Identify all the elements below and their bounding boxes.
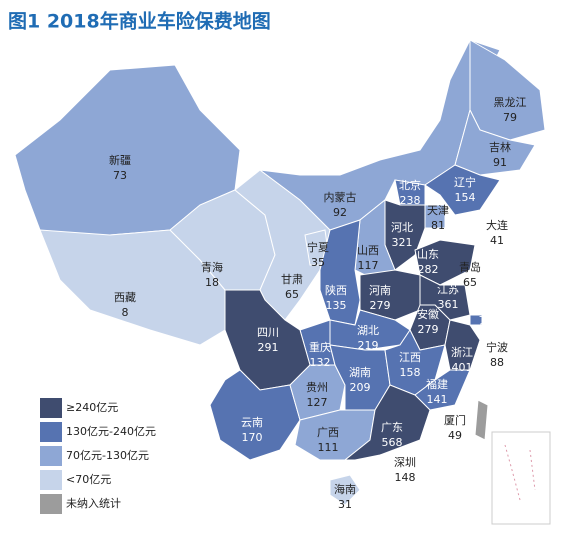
province (469, 39, 546, 141)
province-name: 山东 (417, 248, 439, 261)
inset-lines (504, 444, 536, 501)
province-value: 321 (392, 236, 413, 249)
province-name: 浙江 (451, 346, 473, 359)
province-value: 210 (480, 321, 501, 334)
province-value: 170 (242, 431, 263, 444)
province-value: 291 (258, 341, 279, 354)
legend-swatch (40, 422, 62, 442)
province-value: 361 (438, 298, 459, 311)
province-name: 辽宁 (454, 175, 476, 189)
province-value: 73 (113, 169, 127, 182)
province-value: 282 (418, 263, 439, 276)
province-value: 209 (350, 381, 371, 394)
city-value: 148 (395, 471, 416, 484)
legend-label: ≥240亿元 (66, 401, 118, 414)
city-name: 大连 (486, 218, 508, 232)
province-value: 141 (427, 393, 448, 406)
city-value: 41 (490, 234, 504, 247)
province (469, 314, 483, 326)
legend-label: 未纳入统计 (66, 497, 121, 510)
province-name: 陕西 (325, 283, 347, 297)
province-name: 安徽 (417, 307, 439, 321)
province-value: 154 (455, 191, 476, 204)
city-value: 65 (463, 276, 477, 289)
province-value: 158 (400, 366, 421, 379)
province-name: 湖南 (349, 366, 371, 379)
province-value: 18 (205, 276, 219, 289)
province-name: 河北 (391, 221, 413, 234)
province (424, 164, 501, 216)
province-value: 35 (311, 256, 325, 269)
province-name: 广西 (317, 426, 339, 439)
province-name: 青海 (201, 260, 223, 274)
legend-swatch (40, 494, 62, 514)
province-value: 117 (358, 259, 379, 272)
province-name: 江苏 (437, 283, 459, 296)
province-name: 新疆 (109, 153, 131, 167)
province-value: 401 (452, 361, 473, 374)
province-name: 甘肃 (281, 273, 303, 286)
city-value: 88 (490, 356, 504, 369)
province-name: 福建 (426, 377, 448, 391)
province-name: 黑龙江 (494, 96, 527, 109)
province-name: 重庆 (309, 340, 331, 354)
province-value: 279 (370, 299, 391, 312)
province-value: 127 (307, 396, 328, 409)
province-name: 吉林 (489, 140, 511, 154)
province-name: 西藏 (114, 291, 136, 304)
figure-title: 图1 2018年商业车险保费地图 (8, 10, 271, 33)
province-value: 132 (310, 356, 331, 369)
province-value: 31 (338, 498, 352, 511)
province-value: 8 (122, 306, 129, 319)
province (343, 384, 431, 461)
province-value: 92 (333, 206, 347, 219)
province-name: 内蒙古 (324, 190, 357, 204)
south-sea-inset (491, 431, 551, 525)
province-name: 河南 (369, 284, 391, 297)
city-value: 49 (448, 429, 462, 442)
province-name: 天津 (427, 204, 449, 217)
legend-swatch (40, 446, 62, 466)
legend-label: 70亿元-130亿元 (66, 449, 149, 462)
province-value: 219 (358, 339, 379, 352)
province-name: 贵州 (306, 381, 328, 394)
map: 新疆 73 西藏 8 青海 18 甘肃 65 内蒙古 92 黑龙江 79 吉林 91 辽宁 154 北京 238 天… (14, 39, 546, 511)
province-name: 江西 (399, 351, 421, 364)
province-name: 山西 (357, 244, 379, 257)
province-name: 湖北 (357, 324, 379, 337)
province-value: 81 (431, 219, 445, 232)
province-name: 北京 (399, 178, 421, 192)
province-name: 海南 (334, 482, 356, 496)
legend-swatch (40, 398, 62, 418)
taiwan (474, 399, 489, 441)
province (209, 369, 301, 461)
city-name: 宁波 (486, 340, 508, 354)
province-value: 65 (285, 288, 299, 301)
city-name: 厦门 (444, 413, 466, 427)
legend-label: 130亿元-240亿元 (66, 425, 156, 438)
province-value: 91 (493, 156, 507, 169)
legend-swatch (40, 470, 62, 490)
city-name: 深圳 (394, 456, 416, 469)
province-name: 广东 (381, 421, 403, 434)
province-name: 四川 (257, 326, 279, 339)
province-value: 568 (382, 436, 403, 449)
province-name: 云南 (241, 416, 263, 429)
province-value: 238 (400, 194, 421, 207)
province-name: 上海 (479, 305, 501, 319)
province-value: 279 (418, 323, 439, 336)
province-name: 宁夏 (307, 240, 329, 254)
province-value: 79 (503, 111, 517, 124)
city-name: 青岛 (459, 260, 481, 274)
province-value: 135 (326, 299, 347, 312)
province-value: 111 (318, 441, 339, 454)
legend-label: <70亿元 (66, 473, 111, 486)
province (329, 474, 361, 506)
